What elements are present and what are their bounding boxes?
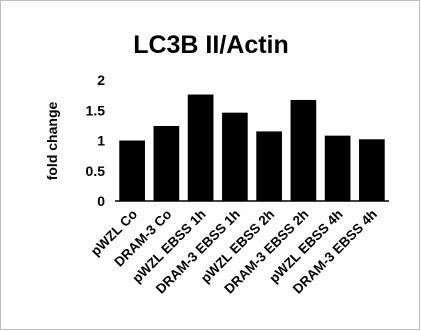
bar	[119, 140, 145, 201]
y-tick-label: 2	[97, 72, 105, 88]
y-axis-label: fold change	[44, 102, 60, 181]
y-tick-label: 0	[97, 193, 105, 209]
bar	[222, 112, 248, 201]
y-tick-label: 1	[97, 133, 105, 149]
bar	[290, 99, 317, 201]
y-tick-label: 0.5	[86, 163, 106, 179]
bar	[256, 131, 282, 201]
bar	[153, 125, 180, 201]
y-tick-label: 1.5	[86, 102, 106, 118]
bar	[187, 94, 214, 201]
bar	[324, 135, 351, 201]
bar	[359, 139, 385, 201]
chart-title: LC3B II/Actin	[133, 31, 289, 59]
